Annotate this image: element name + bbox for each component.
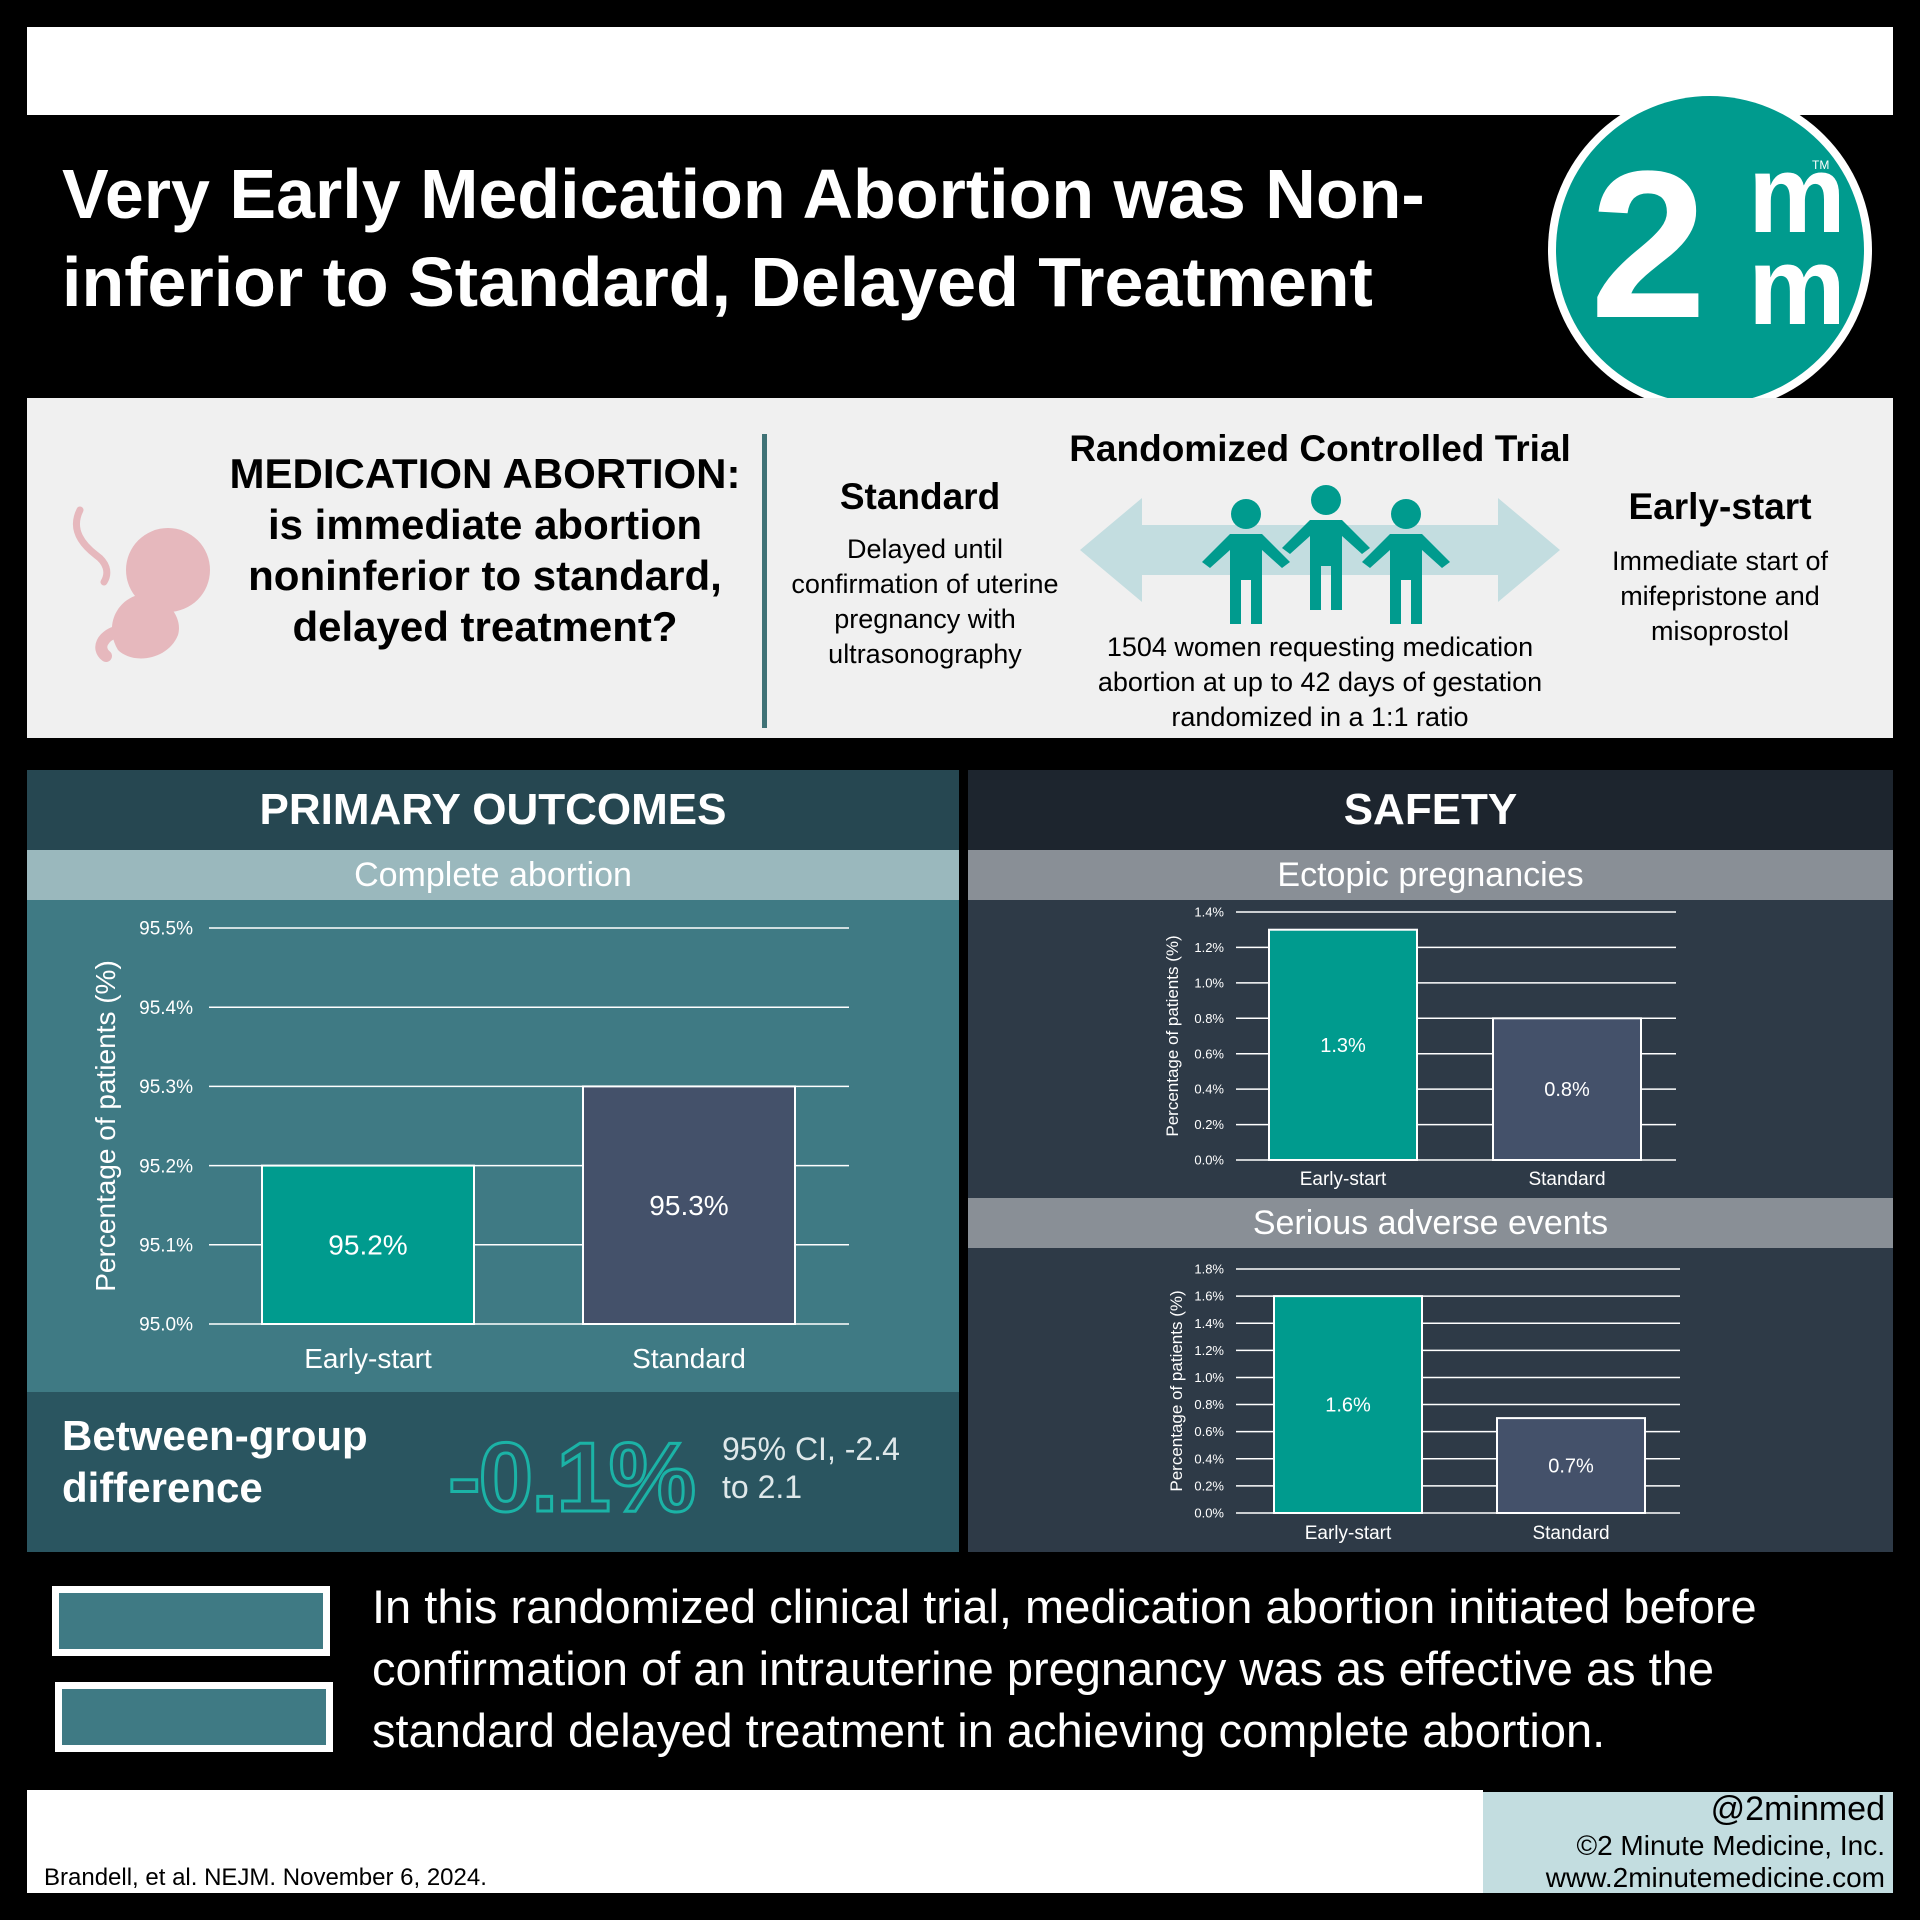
ectopic-pregnancy-chart: 0.0% 0.2% 0.4% 0.6% 0.8% 1.0% 1.2% 1.4% 1.3% Earl… xyxy=(1163,905,1676,1190)
population-description: 1504 women requesting medication abortio… xyxy=(1097,632,1543,732)
primary-outcomes-title: PRIMARY OUTCOMES xyxy=(27,770,959,850)
adverse-events-subtitle: Serious adverse events xyxy=(968,1198,1893,1248)
logo-trademark: TM xyxy=(1812,158,1830,172)
bar-early-start xyxy=(1268,928,1418,1162)
conclusion-text: In this randomized clinical trial, medic… xyxy=(372,1580,1757,1757)
y-axis-label: Percentage of patients (%) xyxy=(90,960,121,1292)
twitter-handle[interactable]: @2minmed xyxy=(1710,1790,1885,1828)
y-tick-label: 0.4% xyxy=(1194,1451,1224,1466)
y-tick-label: 0.2% xyxy=(1194,1117,1224,1132)
y-tick-label: 1.2% xyxy=(1194,1343,1224,1358)
y-axis-label: Percentage of patients (%) xyxy=(1163,935,1182,1136)
data-label: 95.2% xyxy=(328,1230,407,1261)
y-tick-label: 95.4% xyxy=(139,998,193,1019)
logo-letter-bottom: m xyxy=(1748,225,1846,348)
x-tick-label: Standard xyxy=(1532,1523,1609,1544)
y-tick-label: 1.8% xyxy=(1194,1262,1224,1277)
complete-abortion-subtitle: Complete abortion xyxy=(27,850,959,900)
people-icon xyxy=(1202,485,1450,624)
between-group-value: -0.1% xyxy=(446,1421,697,1534)
intro-divider xyxy=(762,434,767,728)
y-tick-label: 0.8% xyxy=(1194,1011,1224,1026)
data-label: 0.7% xyxy=(1548,1456,1594,1478)
decorative-bar-top xyxy=(52,1586,330,1656)
y-tick-label: 0.0% xyxy=(1194,1506,1224,1521)
intro-section xyxy=(27,398,1893,738)
bar-early-start xyxy=(261,1164,475,1325)
x-tick-label: Standard xyxy=(1528,1169,1605,1190)
ectopic-subtitle: Ectopic pregnancies xyxy=(968,850,1893,900)
logo xyxy=(1556,96,1864,404)
x-tick-label: Early-start xyxy=(1300,1169,1387,1190)
bar-early-start xyxy=(1273,1295,1423,1514)
y-tick-label: 95.2% xyxy=(139,1156,193,1177)
standard-arm-title: Standard xyxy=(839,476,1001,517)
bar-standard xyxy=(1492,1017,1642,1161)
data-label: 1.6% xyxy=(1325,1395,1371,1417)
safety-panel xyxy=(968,770,1893,1552)
y-tick-label: 0.8% xyxy=(1194,1397,1224,1412)
y-tick-label: 0.2% xyxy=(1194,1478,1224,1493)
y-tick-label: 1.4% xyxy=(1194,905,1224,920)
footer-brand-box xyxy=(1483,1792,1893,1893)
citation: Brandell, et al. NEJM. November 6, 2024. xyxy=(44,1864,487,1891)
y-tick-label: 0.0% xyxy=(1194,1153,1224,1168)
x-tick-label: Early-start xyxy=(1305,1523,1392,1544)
y-axis-label: Percentage of patients (%) xyxy=(1167,1290,1186,1491)
study-question: MEDICATION ABORTION: is immediate aborti… xyxy=(229,450,741,650)
footer-strip xyxy=(27,1790,1483,1893)
data-label: 95.3% xyxy=(649,1190,728,1221)
x-tick-label: Early-start xyxy=(304,1343,432,1374)
logo-letter-top: m xyxy=(1748,133,1846,256)
adverse-events-chart: 0.0% 0.2% 0.4% 0.6% 0.8% 1.0% 1.2% 1.4% 1.6% 1.8%… xyxy=(1167,1262,1680,1544)
rct-title: Randomized Controlled Trial xyxy=(1069,428,1571,469)
complete-abortion-chart: 95.0% 95.1% 95.2% 95.3% 95.4% 95.5% 95.2% Early… xyxy=(90,919,849,1374)
y-tick-label: 1.6% xyxy=(1194,1289,1224,1304)
between-group-label: Between-group difference xyxy=(62,1412,368,1511)
early-arm-title: Early-start xyxy=(1628,486,1812,527)
y-tick-label: 95.0% xyxy=(139,1315,193,1336)
bar-standard xyxy=(582,1085,796,1325)
data-label: 1.3% xyxy=(1320,1035,1366,1057)
safety-title: SAFETY xyxy=(968,770,1893,850)
bar-standard xyxy=(1496,1417,1646,1514)
y-tick-label: 95.3% xyxy=(139,1077,193,1098)
website-link[interactable]: www.2minutemedicine.com xyxy=(1545,1862,1885,1893)
top-white-strip xyxy=(27,27,1893,115)
y-tick-label: 0.6% xyxy=(1194,1046,1224,1061)
early-arm-description: Immediate start of mifepristone and miso… xyxy=(1611,546,1829,646)
page-title: Very Early Medication Abortion was Non-i… xyxy=(62,155,1425,321)
standard-arm-description: Delayed until confirmation of uterine pr… xyxy=(791,534,1059,669)
data-label: 0.8% xyxy=(1544,1079,1590,1101)
between-group-section xyxy=(27,1392,959,1552)
randomization-arrow-icon xyxy=(1080,485,1560,624)
fetus-icon xyxy=(72,506,210,662)
y-tick-label: 1.0% xyxy=(1194,975,1224,990)
between-group-ci: 95% CI, -2.4 to 2.1 xyxy=(722,1431,900,1505)
copyright-text: ©2 Minute Medicine, Inc. xyxy=(1576,1830,1885,1861)
y-tick-label: 0.6% xyxy=(1194,1424,1224,1439)
y-tick-label: 1.4% xyxy=(1194,1316,1224,1331)
x-tick-label: Standard xyxy=(632,1343,746,1374)
y-tick-label: 95.1% xyxy=(139,1235,193,1256)
y-tick-label: 1.0% xyxy=(1194,1370,1224,1385)
y-tick-label: 1.2% xyxy=(1194,940,1224,955)
logo-number: 2 xyxy=(1590,127,1707,362)
decorative-bar-bottom xyxy=(55,1682,333,1752)
y-tick-label: 0.4% xyxy=(1194,1082,1224,1097)
y-tick-label: 95.5% xyxy=(139,919,193,940)
